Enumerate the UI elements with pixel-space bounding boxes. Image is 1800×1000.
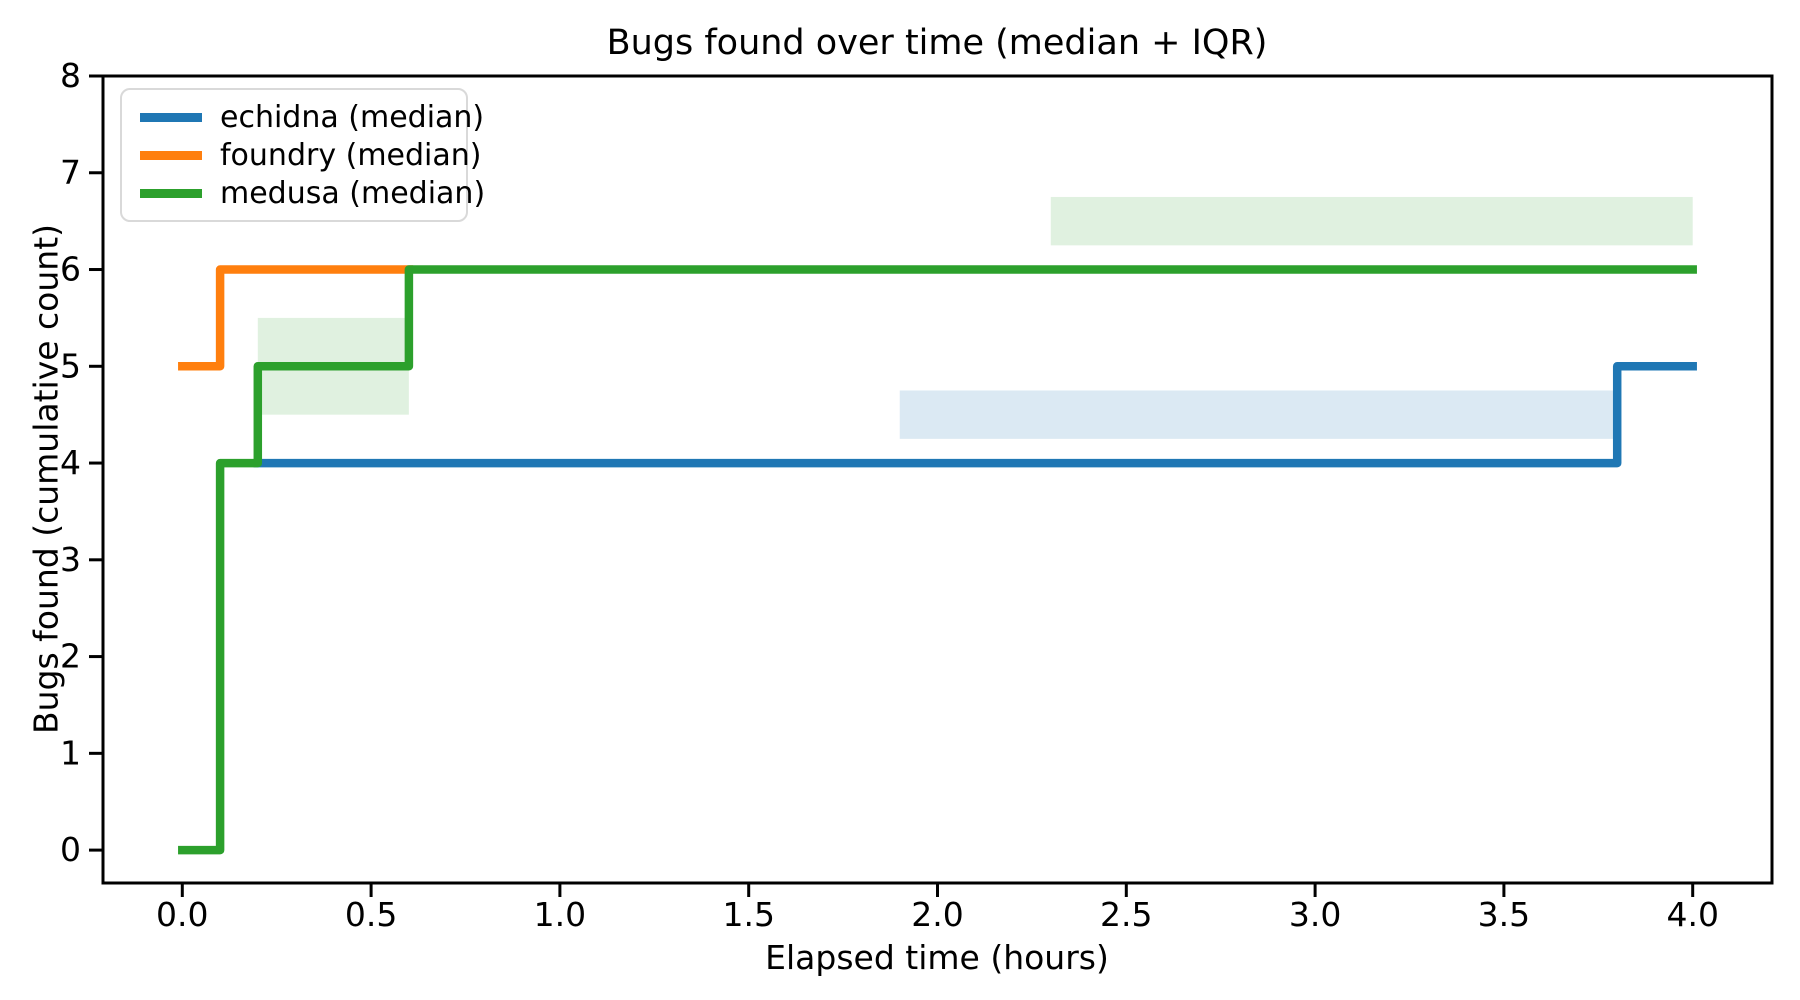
x-tick-label: 3.5 [1478, 895, 1530, 934]
y-tick-label: 6 [60, 250, 81, 289]
legend-line-swatch-medusa [140, 188, 202, 198]
legend-item-echidna: echidna (median) [140, 100, 484, 135]
x-tick-label: 2.0 [911, 895, 963, 934]
legend-line-swatch-echidna [140, 112, 202, 122]
iqr-band-medusa-2 [1050, 196, 1693, 246]
y-tick-label: 4 [60, 443, 81, 482]
legend-label-medusa: medusa (median) [220, 175, 486, 211]
legend-line-swatch-foundry [140, 150, 202, 160]
iqr-band-echidna-1 [899, 390, 1618, 439]
x-tick-label: 0.0 [156, 895, 208, 934]
y-tick-label: 7 [60, 153, 81, 192]
y-tick-label: 5 [60, 346, 81, 385]
y-tick-label: 0 [60, 830, 81, 869]
legend-item-foundry: foundry (median) [140, 138, 481, 173]
x-tick-label: 0.5 [345, 895, 397, 934]
y-tick-label: 3 [60, 540, 81, 579]
legend-label-foundry: foundry (median) [220, 137, 482, 173]
series-line-medusa [178, 265, 1697, 855]
series-line-echidna [253, 362, 1697, 468]
x-tick-label: 2.5 [1100, 895, 1152, 934]
legend: echidna (median) foundry (median) medusa… [120, 88, 485, 222]
y-tick-label: 1 [60, 733, 81, 772]
x-axis-label: Elapsed time (hours) [765, 938, 1109, 977]
x-tick-label: 1.5 [722, 895, 774, 934]
y-axis-label: Bugs found (cumulative count) [26, 223, 66, 735]
chart-title: Bugs found over time (median + IQR) [606, 23, 1268, 63]
x-tick-label: 4.0 [1666, 895, 1718, 934]
legend-item-medusa: medusa (median) [140, 176, 485, 211]
y-tick-label: 2 [60, 637, 81, 676]
legend-label-echidna: echidna (median) [220, 99, 485, 135]
series-line-foundry [178, 265, 414, 371]
y-tick-label: 8 [60, 56, 81, 95]
x-tick-label: 1.0 [534, 895, 586, 934]
x-tick-label: 3.0 [1289, 895, 1341, 934]
